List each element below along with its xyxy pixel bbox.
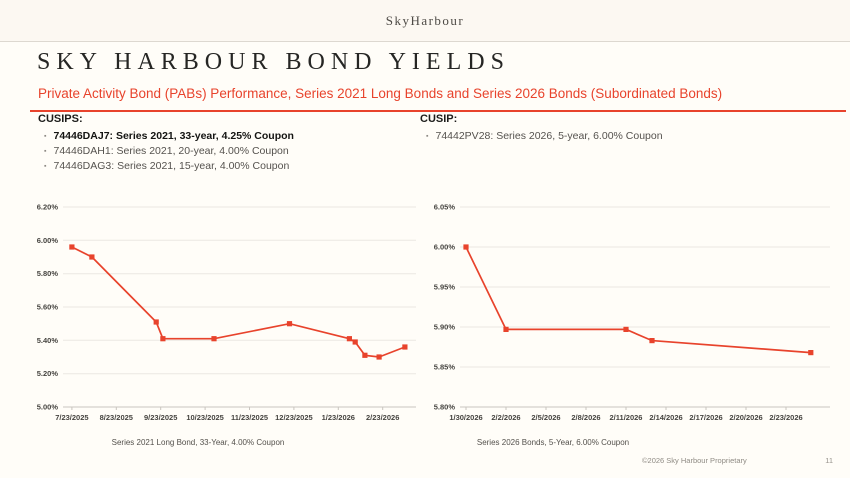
- y-tick-label: 5.20%: [37, 369, 59, 378]
- cusip-item: ▪ 74446DAJ7: Series 2021, 33-year, 4.25%…: [38, 129, 294, 144]
- x-tick-label: 10/23/2025: [186, 413, 224, 422]
- cusip-block-series-2021: CUSIPS: ▪ 74446DAJ7: Series 2021, 33-yea…: [38, 113, 294, 174]
- brand-logo: SkyHarbour: [385, 12, 465, 28]
- cusip-item-label: 74446DAJ7: Series 2021, 33-year, 4.25% C…: [53, 130, 294, 142]
- y-tick-label: 5.95%: [434, 283, 456, 292]
- cusip-block-series-2026: CUSIP: ▪ 74442PV28: Series 2026, 5-year,…: [420, 113, 663, 144]
- y-tick-label: 6.20%: [37, 203, 59, 212]
- chart-figure-series-2021: 6.20% 6.00% 5.80% 5.60% 5.40% 5.20% 5.00% 7/23/…: [28, 192, 420, 447]
- y-tick-label: 6.00%: [434, 243, 456, 252]
- x-tick-label: 1/23/2026: [322, 413, 355, 422]
- y-tick-label: 6.05%: [434, 203, 456, 212]
- y-tick-label: 5.00%: [37, 403, 59, 412]
- data-point-marker: [623, 326, 629, 332]
- yield-chart-svg: 6.05% 6.00% 5.95% 5.90% 5.85% 5.80%1/30/2026 2…: [434, 203, 830, 422]
- data-point-marker: [402, 344, 408, 350]
- data-point-marker: [376, 354, 382, 360]
- x-tick-label: 2/11/2026: [610, 413, 643, 422]
- subtitle-underline: Private Activity Bond (PABs) Performance…: [30, 85, 846, 112]
- cusip-heading: CUSIPS:: [38, 113, 83, 125]
- data-point-marker: [286, 321, 293, 327]
- y-tick-label: 5.40%: [37, 336, 59, 345]
- data-point-marker: [362, 352, 368, 358]
- cusip-item: ▪ 74442PV28: Series 2026, 5-year, 6.00% …: [420, 129, 663, 144]
- footer-copyright: ©2026 Sky Harbour Proprietary: [642, 456, 747, 465]
- x-tick-label: 2/17/2026: [689, 413, 722, 422]
- cusip-item: ▪ 74446DAH1: Series 2021, 20-year, 4.00%…: [38, 144, 294, 159]
- x-tick-label: 2/23/2026: [769, 413, 802, 422]
- x-tick-label: 2/5/2026: [531, 413, 560, 422]
- y-tick-label: 5.80%: [434, 403, 456, 412]
- data-point-marker: [463, 244, 469, 250]
- y-tick-label: 5.85%: [434, 363, 456, 372]
- y-tick-label: 5.60%: [37, 303, 59, 312]
- cusip-item-label: 74446DAG3: Series 2021, 15-year, 4.00% C…: [53, 160, 290, 172]
- cusip-item-label: 74446DAH1: Series 2021, 20-year, 4.00% C…: [53, 145, 289, 157]
- y-tick-label: 6.00%: [37, 236, 59, 245]
- yield-line: [465, 246, 811, 354]
- x-tick-label: 2/8/2026: [571, 413, 600, 422]
- x-tick-label: 1/30/2026: [449, 413, 482, 422]
- bond-yield-chart-series-2021: 6.20% 6.00% 5.80% 5.60% 5.40% 5.20% 5.00% 7/23/…: [28, 192, 420, 426]
- x-tick-label: 2/23/2026: [366, 413, 399, 422]
- cusip-heading: CUSIP:: [420, 113, 458, 125]
- chart-caption: Series 2021 Long Bond, 33-Year, 4.00% Co…: [111, 438, 285, 447]
- page-number: 11: [825, 456, 833, 465]
- data-point-marker: [346, 336, 352, 342]
- data-point-marker: [503, 326, 509, 332]
- y-tick-label: 5.80%: [37, 269, 59, 278]
- x-tick-label: 12/23/2025: [275, 413, 313, 422]
- data-point-marker: [153, 319, 159, 325]
- data-point-marker: [649, 338, 655, 344]
- x-tick-label: 8/23/2025: [100, 413, 133, 422]
- x-tick-label: 2/14/2026: [649, 413, 682, 422]
- square-bullet-icon: ▪: [44, 148, 47, 155]
- x-tick-label: 11/23/2025: [231, 413, 268, 422]
- y-tick-label: 5.90%: [434, 323, 456, 332]
- data-point-marker: [211, 336, 217, 342]
- square-bullet-icon: ▪: [44, 163, 47, 170]
- data-point-marker: [89, 254, 95, 260]
- data-point-marker: [160, 336, 166, 342]
- x-tick-label: 2/2/2026: [491, 413, 520, 422]
- x-tick-label: 2/20/2026: [729, 413, 762, 422]
- masthead: SkyHarbour: [0, 0, 850, 42]
- bond-yield-chart-series-2026: 6.05% 6.00% 5.95% 5.90% 5.85% 5.80% 1/30/2026 2…: [428, 192, 833, 426]
- page-title: SKY HARBOUR BOND YIELDS: [37, 49, 510, 75]
- yield-chart-svg: 6.20% 6.00% 5.80% 5.60% 5.40% 5.20% 5.00%7/23/…: [37, 203, 416, 422]
- square-bullet-icon: ▪: [426, 133, 429, 140]
- cusip-item: ▪ 74446DAG3: Series 2021, 15-year, 4.00%…: [38, 159, 294, 174]
- chart-figure-series-2026: 6.05% 6.00% 5.95% 5.90% 5.85% 5.80% 1/30/2026 2…: [428, 192, 833, 447]
- chart-caption: Series 2026 Bonds, 5-Year, 6.00% Coupon: [476, 438, 630, 447]
- x-tick-label: 7/23/2025: [55, 413, 88, 422]
- data-point-marker: [808, 350, 814, 356]
- cusip-item-label: 74442PV28: Series 2026, 5-year, 6.00% Co…: [435, 130, 663, 142]
- square-bullet-icon: ▪: [44, 133, 47, 140]
- data-point-marker: [352, 339, 358, 345]
- subtitle: Private Activity Bond (PABs) Performance…: [38, 86, 723, 101]
- data-point-marker: [69, 244, 75, 250]
- x-tick-label: 9/23/2025: [144, 413, 177, 422]
